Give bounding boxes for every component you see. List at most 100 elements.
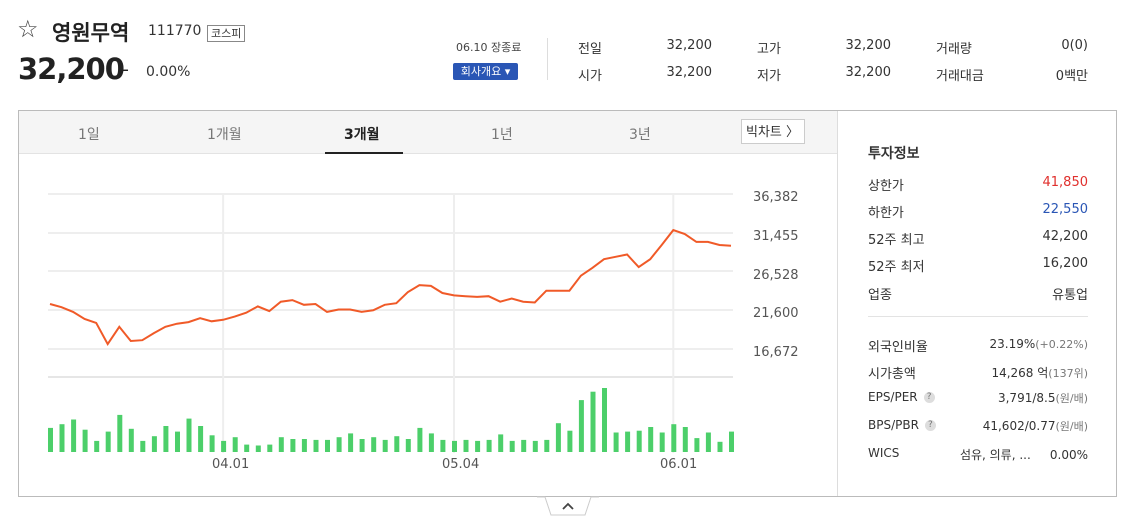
info-value-eps-per: 3,791/8.5(원/배)	[997, 391, 1088, 405]
volume-bar	[555, 423, 561, 452]
volume-bars	[48, 388, 734, 452]
info-label-bps-pbr: BPS/PBR?	[868, 418, 936, 432]
info-value-foreign-ratio: 23.19%(+0.22%)	[989, 337, 1088, 351]
volume-bar	[175, 431, 180, 452]
tab-3month[interactable]: 3개월	[344, 127, 380, 143]
stock-code: 111770	[148, 23, 202, 39]
volume-bar	[521, 439, 527, 452]
info-divider	[837, 111, 838, 496]
tab-1month[interactable]: 1개월	[207, 127, 242, 143]
chart-panel	[18, 110, 1117, 497]
volume-bar	[705, 432, 711, 452]
info-value-market-cap: 14,268 억(137위)	[991, 366, 1088, 380]
y-tick-label: 16,672	[753, 345, 799, 360]
market-status: 06.10 장종료	[456, 41, 522, 54]
volume-bar	[198, 426, 204, 452]
volume-bar	[440, 439, 446, 452]
y-tick-label: 36,382	[753, 190, 799, 205]
volume-bar	[694, 438, 700, 452]
change-sign: –	[119, 57, 129, 81]
quote-label-prev-close: 전일	[578, 42, 602, 57]
info-label-52w-low: 52주 최저	[868, 260, 925, 275]
info-value-sector[interactable]: 유통업	[1052, 288, 1088, 303]
active-tab-indicator	[325, 152, 403, 154]
stock-name: 영원무역	[52, 21, 130, 45]
volume-bar	[255, 445, 261, 452]
volume-bar	[348, 433, 354, 452]
info-separator	[868, 316, 1088, 317]
volume-bar	[105, 431, 111, 452]
info-label-wics: WICS	[868, 446, 900, 460]
quote-label-trade-value: 거래대금	[936, 69, 984, 84]
volume-bar	[613, 432, 619, 452]
volume-bar	[290, 439, 296, 452]
volume-bar	[59, 424, 65, 452]
y-tick-label: 21,600	[753, 306, 799, 321]
volume-bar	[648, 427, 654, 452]
info-label-eps-per: EPS/PER?	[868, 390, 935, 404]
quote-label-low: 저가	[757, 69, 781, 84]
info-label-market-cap: 시가총액	[868, 367, 916, 382]
investment-info-title: 투자정보	[868, 146, 920, 162]
info-label-upper-limit: 상한가	[868, 179, 904, 194]
period-tabs	[19, 111, 837, 154]
help-icon[interactable]: ?	[924, 420, 936, 431]
volume-bar	[359, 439, 365, 452]
header-divider	[547, 38, 548, 80]
volume-bar	[717, 441, 723, 452]
volume-bar	[475, 440, 481, 452]
volume-bar	[186, 418, 192, 452]
help-icon[interactable]: ?	[923, 392, 935, 403]
volume-bar	[729, 431, 734, 452]
volume-bar	[671, 424, 677, 452]
volume-bar	[128, 428, 134, 452]
big-chart-button[interactable]: 빅차트 〉	[741, 119, 805, 144]
volume-bar	[163, 426, 169, 452]
quote-value-open: 32,200	[666, 65, 713, 80]
quote-label-high: 고가	[757, 42, 781, 57]
info-value-bps-pbr: 41,602/0.77(원/배)	[982, 419, 1088, 433]
quote-value-prev-close: 32,200	[666, 38, 713, 53]
volume-bar	[94, 440, 100, 452]
volume-bar	[140, 440, 146, 452]
x-tick-label: 05.04	[442, 457, 480, 472]
volume-bar	[452, 440, 457, 452]
favorite-star-icon[interactable]: ☆	[17, 15, 39, 43]
volume-bar	[244, 444, 250, 452]
volume-bar	[509, 440, 515, 452]
volume-bar	[405, 439, 411, 452]
quote-value-volume: 0(0)	[1061, 38, 1088, 53]
info-label-lower-limit: 하한가	[868, 206, 904, 221]
volume-bar	[578, 400, 584, 452]
info-label-52w-high: 52주 최고	[868, 233, 925, 248]
volume-bar	[394, 436, 400, 452]
volume-bar	[590, 391, 596, 452]
quote-label-open: 시가	[578, 69, 602, 84]
volume-bar	[498, 434, 504, 452]
company-overview-button[interactable]: 회사개요 ▾	[453, 63, 518, 80]
info-value-52w-low: 16,200	[1042, 256, 1089, 271]
quote-value-low: 32,200	[845, 65, 892, 80]
quote-label-volume: 거래량	[936, 42, 972, 57]
volume-bar	[382, 439, 388, 452]
tab-1day[interactable]: 1일	[78, 127, 100, 143]
x-tick-label: 04.01	[212, 457, 250, 472]
info-value-wics[interactable]: 섬유, 의류, ... 0.00%	[959, 448, 1088, 462]
volume-bar	[532, 440, 538, 452]
x-tick-label: 06.01	[660, 457, 698, 472]
volume-bar	[417, 427, 423, 452]
volume-bar	[267, 444, 273, 452]
volume-bar	[636, 430, 642, 452]
volume-bar	[209, 435, 215, 452]
volume-bar	[428, 433, 434, 452]
volume-bar	[301, 439, 307, 452]
volume-bar	[232, 437, 238, 452]
tab-3year[interactable]: 3년	[629, 127, 651, 143]
collapse-chart-button[interactable]	[537, 496, 599, 516]
y-tick-label: 26,528	[753, 268, 799, 283]
tab-1year[interactable]: 1년	[491, 127, 513, 143]
info-label-foreign-ratio: 외국인비율	[868, 340, 928, 355]
volume-bar	[71, 419, 77, 452]
volume-bar	[325, 439, 330, 452]
